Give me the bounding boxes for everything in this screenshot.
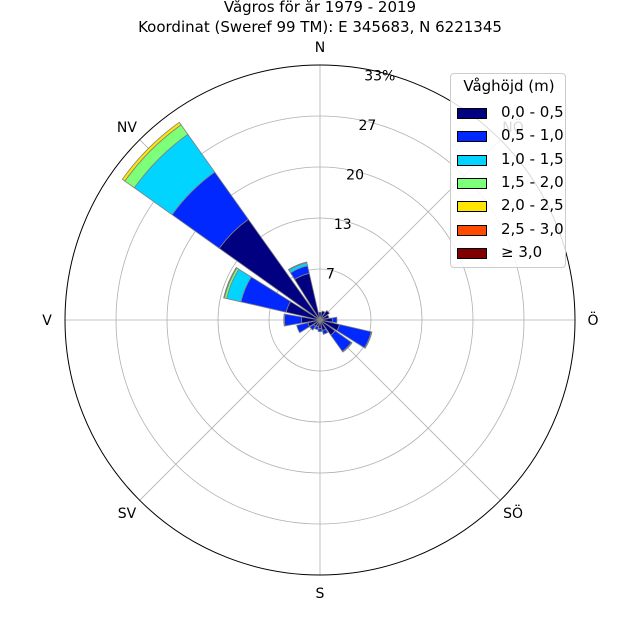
legend-label: 1,0 - 1,5 — [501, 149, 564, 168]
radial-tick-label: 20 — [346, 167, 364, 183]
legend-label: 1,5 - 2,0 — [501, 172, 564, 191]
rose-bar-SÖ-1,0 - 1,5 — [341, 341, 353, 353]
legend-swatch — [457, 224, 487, 236]
rose-bar-NNV-1,5 - 2,0 — [287, 261, 308, 271]
rose-bar-V-0,5 - 1,0 — [284, 313, 303, 327]
legend-swatch — [457, 247, 487, 259]
rose-bar-VSV-0,5 - 1,0 — [296, 322, 311, 334]
rose-bar-SSÖ-0,5 - 1,0 — [321, 328, 329, 335]
chart-title: Vågros för år 1979 - 2019 — [223, 0, 417, 16]
direction-label: SV — [118, 506, 137, 522]
rose-bar-S-0,5 - 1,0 — [317, 327, 323, 332]
legend-label: 2,0 - 2,5 — [501, 196, 564, 215]
rose-bars — [121, 121, 373, 353]
direction-label: N — [315, 40, 325, 56]
legend-swatch — [457, 131, 487, 143]
legend-title: Våghöjd (m) — [463, 77, 555, 95]
legend: Våghöjd (m) 0,0 - 0,5 0,5 - 1,0 1,0 - 1,5 1… — [450, 73, 566, 268]
rose-bar-NV-2,0 - 2,5 — [121, 121, 182, 182]
radial-tick-label: 27 — [359, 118, 377, 134]
radial-tick-label: 7 — [326, 266, 335, 282]
rose-bar-SSV-0,5 - 1,0 — [314, 325, 319, 331]
direction-label: S — [316, 586, 325, 602]
legend-label: ≥ 3,0 — [501, 242, 543, 261]
legend-swatch — [457, 201, 487, 213]
legend-label: 0,0 - 0,5 — [501, 103, 564, 121]
legend-swatch — [457, 154, 487, 166]
radial-tick-label: 33% — [364, 68, 395, 84]
radial-tick-label: 13 — [334, 217, 352, 233]
rose-bar-ÖSÖ-1,0 - 1,5 — [363, 331, 373, 349]
rose-bar-SV-0,5 - 1,0 — [309, 323, 317, 331]
outer-frame — [64, 64, 576, 576]
direction-label: SÖ — [503, 504, 523, 522]
direction-label: V — [42, 313, 52, 329]
grid-spoke — [139, 319, 321, 501]
rose-bar-Ö-0,5 - 1,0 — [331, 316, 338, 324]
direction-label: NV — [117, 120, 137, 136]
legend-label: 2,5 - 3,0 — [501, 219, 564, 238]
rose-bar-V-1,0 - 1,5 — [283, 313, 286, 327]
radial-tick-labels: 7 13 20 27 33% — [326, 68, 395, 282]
grid-spoke — [319, 319, 501, 501]
rose-bar-VNV-2,0 - 2,5 — [223, 266, 238, 299]
legend-swatch — [457, 108, 487, 119]
direction-label: Ö — [587, 311, 598, 329]
legend-swatch — [457, 177, 487, 189]
legend-label: 0,5 - 1,0 — [501, 126, 564, 145]
chart-subtitle: Koordinat (Sweref 99 TM): E 345683, N 62… — [138, 18, 502, 36]
